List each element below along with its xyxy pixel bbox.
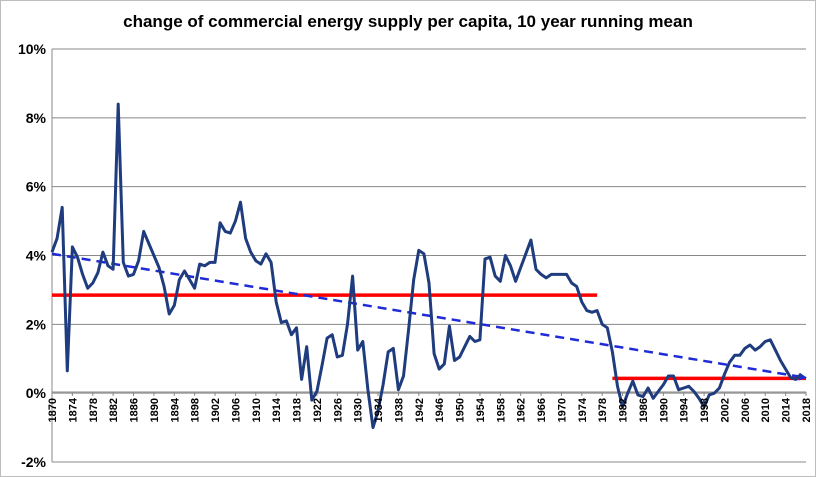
x-tick-label: 2010 xyxy=(760,398,772,422)
x-tick-label: 1906 xyxy=(230,398,242,422)
x-tick-label: 1874 xyxy=(67,397,79,422)
series-line xyxy=(50,102,802,430)
x-tick-label: 1930 xyxy=(353,398,365,422)
x-tick-label: 1986 xyxy=(638,398,650,422)
x-tick-label: 2006 xyxy=(740,398,752,422)
x-tick-label: 1882 xyxy=(108,398,120,422)
x-tick-label: 1922 xyxy=(312,398,324,422)
x-tick-label: 1926 xyxy=(332,398,344,422)
y-tick-label: -2% xyxy=(21,454,46,470)
x-tick-label: 1946 xyxy=(434,398,446,422)
x-tick-label: 1954 xyxy=(475,397,487,422)
x-tick-label: 1978 xyxy=(597,398,609,422)
y-tick-label: 0% xyxy=(26,385,47,401)
x-tick-label: 1962 xyxy=(516,398,528,422)
x-tick-label: 2014 xyxy=(781,397,793,422)
x-tick-label: 1974 xyxy=(577,397,589,422)
y-tick-label: 2% xyxy=(26,316,47,332)
x-tick-label: 1886 xyxy=(129,398,141,422)
x-tick-label: 1970 xyxy=(556,398,568,422)
x-tick-label: 1914 xyxy=(271,397,283,422)
x-tick-label: 1918 xyxy=(292,398,304,422)
y-tick-label: 8% xyxy=(26,110,47,126)
y-tick-label: 4% xyxy=(26,248,47,264)
x-tick-label: 1934 xyxy=(373,397,385,422)
y-tick-label: 10% xyxy=(18,41,47,57)
chart-title: change of commercial energy supply per c… xyxy=(123,12,693,31)
x-tick-label: 2002 xyxy=(719,398,731,422)
x-tick-label: 1878 xyxy=(88,398,100,422)
trend-arrow xyxy=(51,252,807,381)
x-tick-label: 1910 xyxy=(251,398,263,422)
x-tick-label: 1902 xyxy=(210,398,222,422)
x-tick-label: 1938 xyxy=(393,398,405,422)
x-tick-label: 1894 xyxy=(169,397,181,422)
x-tick-label: 1998 xyxy=(699,398,711,422)
x-tick-label: 1890 xyxy=(149,398,161,422)
x-tick-label: 1990 xyxy=(658,398,670,422)
x-tick-label: 1994 xyxy=(679,397,691,422)
x-tick-label: 1870 xyxy=(47,398,59,422)
x-tick-label: 1958 xyxy=(495,398,507,422)
x-tick-label: 1966 xyxy=(536,398,548,422)
x-tick-label: 1898 xyxy=(190,398,202,422)
x-tick-label: 1982 xyxy=(618,398,630,422)
x-tick-label: 1942 xyxy=(414,398,426,422)
y-tick-label: 6% xyxy=(26,179,47,195)
x-tick-label: 1950 xyxy=(455,398,467,422)
x-tick-label: 2018 xyxy=(801,398,813,422)
